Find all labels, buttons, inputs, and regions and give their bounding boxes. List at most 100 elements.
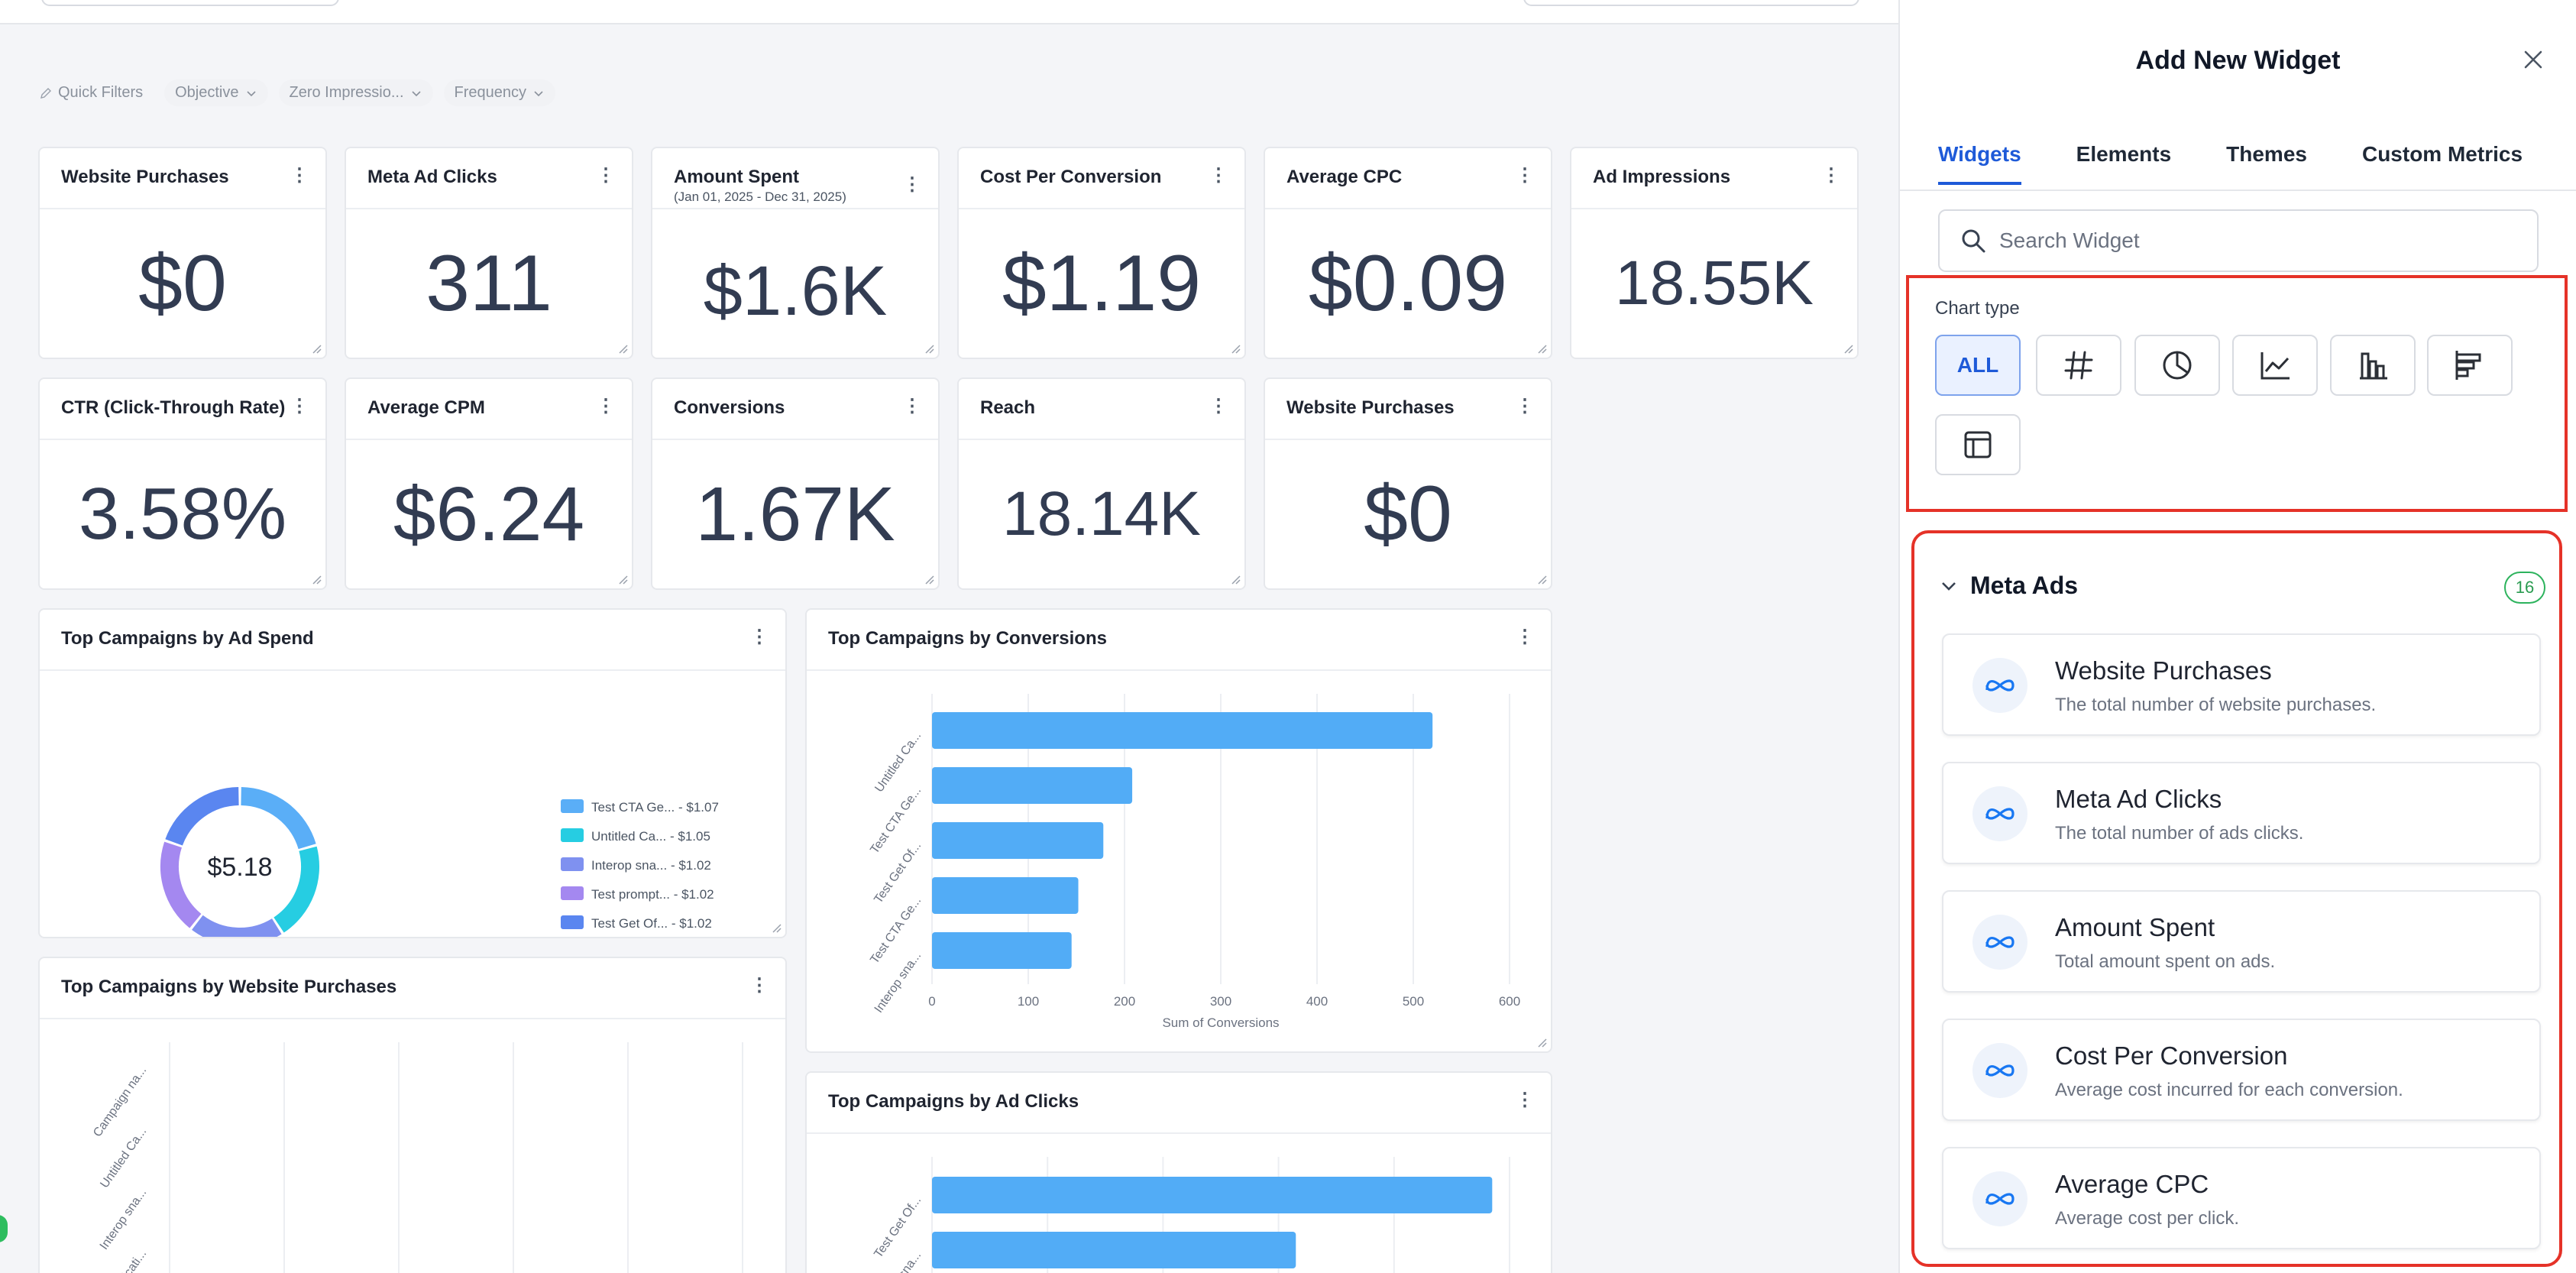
widget-item-title: Average CPC	[2055, 1170, 2209, 1198]
hash-icon	[2064, 351, 2093, 380]
quick-filters-toggle[interactable]: Quick Filters	[40, 79, 154, 106]
card-header	[652, 148, 938, 209]
chart-type-all-button[interactable]: ALL	[1935, 335, 2021, 396]
more-menu-icon[interactable]: ⋮	[1516, 165, 1534, 186]
widget-item-title: Amount Spent	[2055, 913, 2215, 941]
toolbar-date-picker[interactable]	[1523, 0, 1859, 6]
kpi-value: $1.6K	[703, 251, 888, 330]
close-icon[interactable]	[2519, 46, 2547, 73]
kpi-card-cost-per-conversion[interactable]: Cost Per Conversion ⋮ $1.19	[957, 147, 1246, 359]
resize-handle-icon[interactable]	[618, 344, 629, 355]
more-menu-icon[interactable]: ⋮	[750, 627, 769, 647]
widget-item-cost-per-conversion[interactable]: Cost Per Conversion Average cost incurre…	[1942, 1019, 2541, 1121]
widget-item-amount-spent[interactable]: Amount Spent Total amount spent on ads.	[1942, 890, 2541, 993]
chart-type-column-button[interactable]	[2330, 335, 2416, 396]
tab-widgets[interactable]: Widgets	[1938, 142, 2021, 185]
card-header	[40, 379, 325, 440]
resize-handle-icon[interactable]	[312, 344, 322, 355]
y-tick-label: Unticati...	[109, 1248, 149, 1273]
widget-item-description: The total number of website purchases.	[2055, 695, 2377, 715]
kpi-card-meta-ad-clicks[interactable]: Meta Ad Clicks ⋮ 311	[345, 147, 633, 359]
card-title: Reach	[980, 397, 1036, 418]
y-tick-label: Untitled Ca...	[872, 730, 924, 795]
card-title: Average CPC	[1286, 167, 1403, 187]
chart-card-conversions[interactable]: Top Campaigns by Conversions ⋮ 0 100 200 30…	[805, 608, 1552, 1053]
y-tick-label: Test Get Of...	[872, 1194, 924, 1261]
filter-chip-zero-impressions[interactable]: Zero Impressio...	[278, 79, 433, 106]
more-menu-icon[interactable]: ⋮	[1822, 165, 1840, 186]
kpi-card-ctr[interactable]: CTR (Click-Through Rate) ⋮ 3.58%	[38, 377, 327, 590]
resize-handle-icon[interactable]	[1231, 575, 1241, 585]
group-count-badge: 16	[2504, 572, 2545, 604]
card-title: Top Campaigns by Ad Spend	[61, 628, 314, 649]
resize-handle-icon[interactable]	[924, 344, 935, 355]
kpi-value: $0	[1364, 469, 1452, 559]
card-title: Ad Impressions	[1593, 167, 1731, 187]
widget-item-title: Meta Ad Clicks	[2055, 785, 2222, 813]
more-menu-icon[interactable]: ⋮	[597, 165, 615, 186]
resize-handle-icon[interactable]	[924, 575, 935, 585]
chart-type-number-button[interactable]	[2036, 335, 2121, 396]
resize-handle-icon[interactable]	[1843, 344, 1854, 355]
more-menu-icon[interactable]: ⋮	[1209, 396, 1228, 416]
kpi-card-average-cpc[interactable]: Average CPC ⋮ $0.09	[1264, 147, 1552, 359]
toolbar-select[interactable]	[41, 0, 339, 6]
resize-handle-icon[interactable]	[1537, 1038, 1548, 1048]
donut-slice	[192, 915, 282, 937]
kpi-card-ad-impressions[interactable]: Ad Impressions ⋮ 18.55K	[1570, 147, 1859, 359]
more-menu-icon[interactable]: ⋮	[903, 396, 921, 416]
meta-logo-icon	[1972, 915, 2027, 970]
kpi-card-website-purchases-2[interactable]: Website Purchases ⋮ $0	[1264, 377, 1552, 590]
bar	[932, 767, 1133, 804]
resize-handle-icon[interactable]	[1537, 344, 1548, 355]
tab-themes[interactable]: Themes	[2226, 142, 2307, 166]
card-header	[1265, 148, 1551, 209]
kpi-card-amount-spent[interactable]: Amount Spent (Jan 01, 2025 - Dec 31, 202…	[651, 147, 940, 359]
filter-chip-objective[interactable]: Objective	[164, 79, 268, 106]
chart-card-ad-spend[interactable]: Top Campaigns by Ad Spend ⋮ $5.18 Test CT…	[38, 608, 787, 938]
more-menu-icon[interactable]: ⋮	[1209, 165, 1228, 186]
resize-handle-icon[interactable]	[772, 923, 782, 934]
chart-card-website-purchases[interactable]: Top Campaigns by Website Purchases ⋮ Cam…	[38, 957, 787, 1273]
more-menu-icon[interactable]: ⋮	[1516, 627, 1534, 647]
resize-handle-icon[interactable]	[312, 575, 322, 585]
resize-handle-icon[interactable]	[1537, 575, 1548, 585]
group-header-meta-ads[interactable]: Meta Ads	[1938, 572, 2078, 600]
more-menu-icon[interactable]: ⋮	[1516, 1090, 1534, 1110]
quick-filters-label: Quick Filters	[58, 84, 144, 101]
legend-swatch	[561, 857, 584, 871]
kpi-value: 311	[426, 238, 552, 328]
card-title: Website Purchases	[1286, 397, 1455, 418]
kpi-value: $1.19	[1002, 238, 1202, 328]
kpi-card-average-cpm[interactable]: Average CPM ⋮ $6.24	[345, 377, 633, 590]
status-indicator[interactable]	[0, 1215, 8, 1242]
kpi-card-website-purchases[interactable]: Website Purchases ⋮ $0	[38, 147, 327, 359]
kpi-card-reach[interactable]: Reach ⋮ 18.14K	[957, 377, 1246, 590]
chart-type-pie-button[interactable]	[2134, 335, 2220, 396]
more-menu-icon[interactable]: ⋮	[290, 165, 309, 186]
card-header	[1265, 379, 1551, 440]
resize-handle-icon[interactable]	[618, 575, 629, 585]
search-input[interactable]	[1999, 228, 2503, 253]
chart-type-horizontal-bar-button[interactable]	[2427, 335, 2513, 396]
chart-card-ad-clicks[interactable]: Top Campaigns by Ad Clicks ⋮ Test Get Of…	[805, 1071, 1552, 1273]
widget-item-meta-ad-clicks[interactable]: Meta Ad Clicks The total number of ads c…	[1942, 762, 2541, 864]
legend-swatch	[561, 799, 584, 813]
chart-type-table-button[interactable]	[1935, 414, 2021, 475]
filter-chip-frequency[interactable]: Frequency	[443, 79, 556, 106]
widget-item-website-purchases[interactable]: Website Purchases The total number of we…	[1942, 633, 2541, 736]
tab-elements[interactable]: Elements	[2076, 142, 2172, 166]
more-menu-icon[interactable]: ⋮	[290, 396, 309, 416]
resize-handle-icon[interactable]	[1231, 344, 1241, 355]
more-menu-icon[interactable]: ⋮	[597, 396, 615, 416]
chart-type-line-button[interactable]	[2232, 335, 2318, 396]
widget-item-average-cpc[interactable]: Average CPC Average cost per click.	[1942, 1147, 2541, 1249]
legend-label: Test Get Of... - $1.02	[591, 916, 712, 931]
kpi-card-conversions[interactable]: Conversions ⋮ 1.67K	[651, 377, 940, 590]
more-menu-icon[interactable]: ⋮	[750, 975, 769, 996]
legend-swatch	[561, 828, 584, 842]
more-menu-icon[interactable]: ⋮	[903, 174, 921, 195]
x-tick-label: 0	[928, 994, 935, 1009]
tab-custom-metrics[interactable]: Custom Metrics	[2361, 142, 2523, 166]
more-menu-icon[interactable]: ⋮	[1516, 396, 1534, 416]
